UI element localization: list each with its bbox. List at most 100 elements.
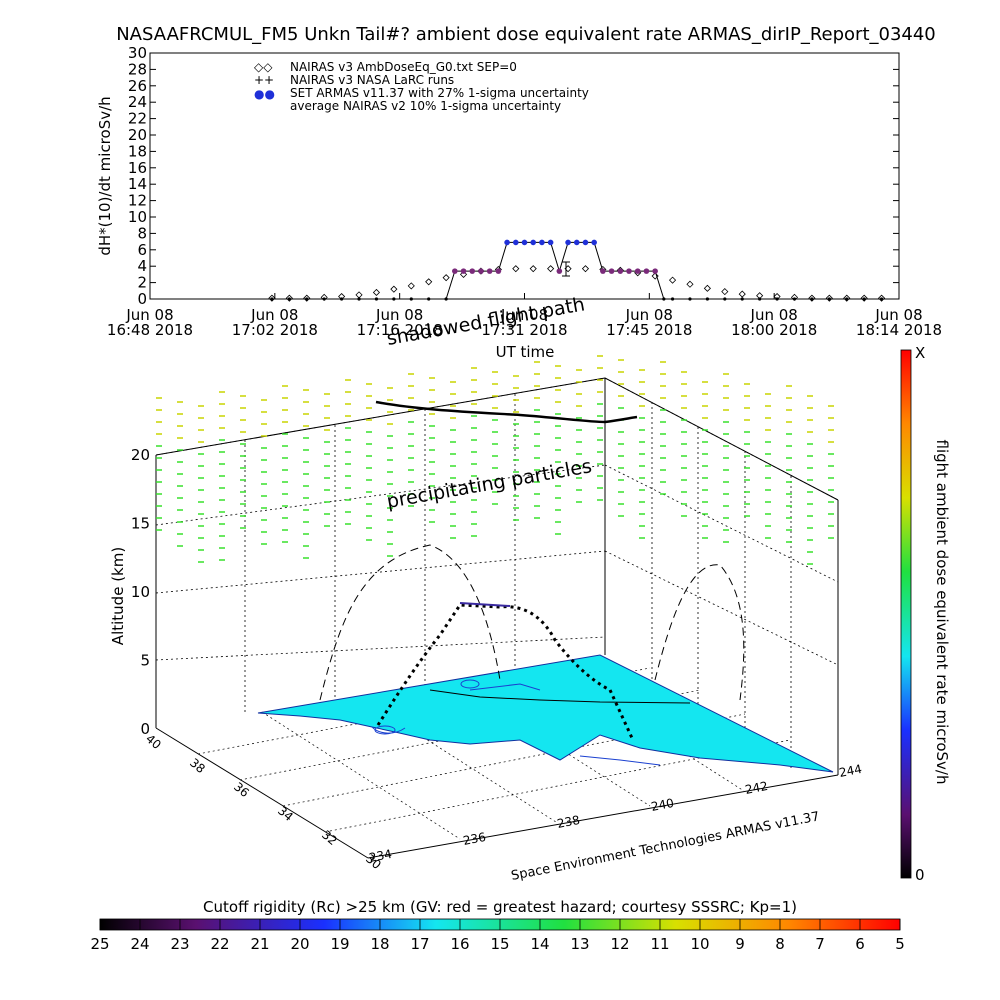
armas-point xyxy=(478,268,484,274)
legend-entry-armas: SET ARMAS v11.37 with 27% 1-sigma uncert… xyxy=(290,86,589,100)
nairas-point xyxy=(285,294,293,302)
longitude-tick-label: 234 xyxy=(368,847,393,865)
longitude-tick-label: 236 xyxy=(462,830,487,848)
armas-point xyxy=(444,297,448,301)
nairas-point xyxy=(268,294,276,302)
armas-point xyxy=(565,239,571,246)
rigidity-tick-label: 7 xyxy=(815,935,825,953)
armas-point xyxy=(634,268,641,274)
rigidity-tick-label: 19 xyxy=(330,935,349,953)
dose-colorbar-top-label: X xyxy=(915,344,925,362)
x-tick-time: 17:45 2018 xyxy=(606,321,692,339)
y-tick-label: 6 xyxy=(137,241,147,259)
x-tick-date: Jun 08 xyxy=(375,306,423,324)
armas-line xyxy=(271,241,882,300)
armas-point xyxy=(539,239,545,246)
armas-point xyxy=(688,297,692,301)
precipitating-particles xyxy=(156,355,834,565)
nairas-series xyxy=(268,265,886,302)
armas-point xyxy=(740,297,744,301)
altitude-tick-label: 10 xyxy=(131,583,150,601)
armas-point xyxy=(810,297,814,301)
x-tick-date: Jun 08 xyxy=(250,306,298,324)
altitude-tick-label: 20 xyxy=(131,446,150,464)
nairas-point xyxy=(860,294,868,302)
flight-path xyxy=(375,400,691,739)
y-tick-label: 22 xyxy=(128,110,147,128)
armas-point xyxy=(662,297,666,301)
armas-point xyxy=(409,297,413,301)
armas-point xyxy=(792,297,797,301)
nairas-point xyxy=(512,265,520,273)
nairas-point xyxy=(686,280,694,288)
nairas-point xyxy=(529,265,537,273)
surface-contours xyxy=(371,679,661,766)
armas-point xyxy=(582,239,589,246)
rigidity-tick-label: 20 xyxy=(290,935,309,953)
rigidity-tick-label: 8 xyxy=(775,935,785,953)
latitude-tick-label: 38 xyxy=(187,756,208,777)
longitude-ticks: 234 236 238 240 242 244 xyxy=(368,762,863,865)
error-bar xyxy=(562,261,570,277)
armas-point xyxy=(670,297,675,301)
timeseries-y-axis-label: dH*(10)/dt microSv/h xyxy=(96,96,114,255)
nairas-point xyxy=(459,270,468,278)
armas-point xyxy=(504,239,510,246)
armas-point xyxy=(530,239,537,246)
armas-point xyxy=(652,268,658,274)
armas-point xyxy=(573,239,580,246)
y-tick-label: 2 xyxy=(137,274,147,292)
y-tick-label: 4 xyxy=(137,257,147,275)
legend-symbol-dot: ●● xyxy=(254,87,275,101)
altitude-tick-label: 0 xyxy=(140,720,150,738)
nairas-point xyxy=(581,265,590,273)
armas-point xyxy=(879,297,884,301)
y-tick-label: 16 xyxy=(128,159,147,177)
nairas-point xyxy=(442,274,450,282)
chart-title: NASAAFRCMUL_FM5 Unkn Tail#? ambient dose… xyxy=(116,24,936,45)
altitude-axis-label: Altitude (km) xyxy=(109,547,127,645)
x-tick-date: Jun 08 xyxy=(750,306,798,324)
rigidity-tick-label: 23 xyxy=(170,935,189,953)
armas-point xyxy=(827,297,831,301)
nairas-point xyxy=(651,272,659,280)
annotation-precipitating-particles: precipitating particles xyxy=(385,455,593,513)
armas-point xyxy=(626,268,632,274)
armas-point xyxy=(357,297,361,301)
shadow-path xyxy=(319,544,745,701)
armas-point xyxy=(322,297,326,301)
armas-point xyxy=(758,297,762,301)
armas-point xyxy=(305,297,309,301)
flight-path-projection xyxy=(375,400,638,424)
nairas-point xyxy=(808,294,816,302)
y-tick-label: 28 xyxy=(128,60,147,78)
armas-point xyxy=(452,268,458,274)
rigidity-tick-label: 9 xyxy=(735,935,745,953)
y-tick-label: 8 xyxy=(137,224,147,242)
y-tick-label: 20 xyxy=(128,126,147,144)
x-tick-time: 18:00 2018 xyxy=(731,321,817,339)
rigidity-tick-label: 13 xyxy=(570,935,589,953)
x-tick-date: Jun 08 xyxy=(625,306,673,324)
rigidity-tick-label: 11 xyxy=(650,935,669,953)
timeseries-legend: ◇◇ NAIRAS v3 AmbDoseEq_G0.txt SEP=0 ++ N… xyxy=(254,60,589,113)
longitude-tick-label: 244 xyxy=(838,762,863,780)
x-tick-time: 17:31 2018 xyxy=(481,321,567,339)
dose-colorbar-label: flight ambient dose equivalent rate micr… xyxy=(933,440,951,785)
rigidity-tick-label: 15 xyxy=(490,935,509,953)
dose-colorbar-bottom-label: 0 xyxy=(915,866,925,884)
armas-point xyxy=(495,268,502,274)
rigidity-tick-label: 24 xyxy=(130,935,149,953)
y-tick-label: 26 xyxy=(128,77,147,95)
latitude-tick-label: 36 xyxy=(231,780,252,801)
longitude-tick-label: 238 xyxy=(556,813,581,831)
nairas-point xyxy=(843,294,851,302)
armas-point xyxy=(374,297,379,301)
y-tick-label: 18 xyxy=(128,142,147,160)
armas-point xyxy=(608,268,615,274)
y-tick-label: 0 xyxy=(137,290,147,308)
y-tick-label: 24 xyxy=(128,93,147,111)
y-tick-label: 12 xyxy=(128,192,147,210)
x-tick-time: 18:14 2018 xyxy=(856,321,942,339)
